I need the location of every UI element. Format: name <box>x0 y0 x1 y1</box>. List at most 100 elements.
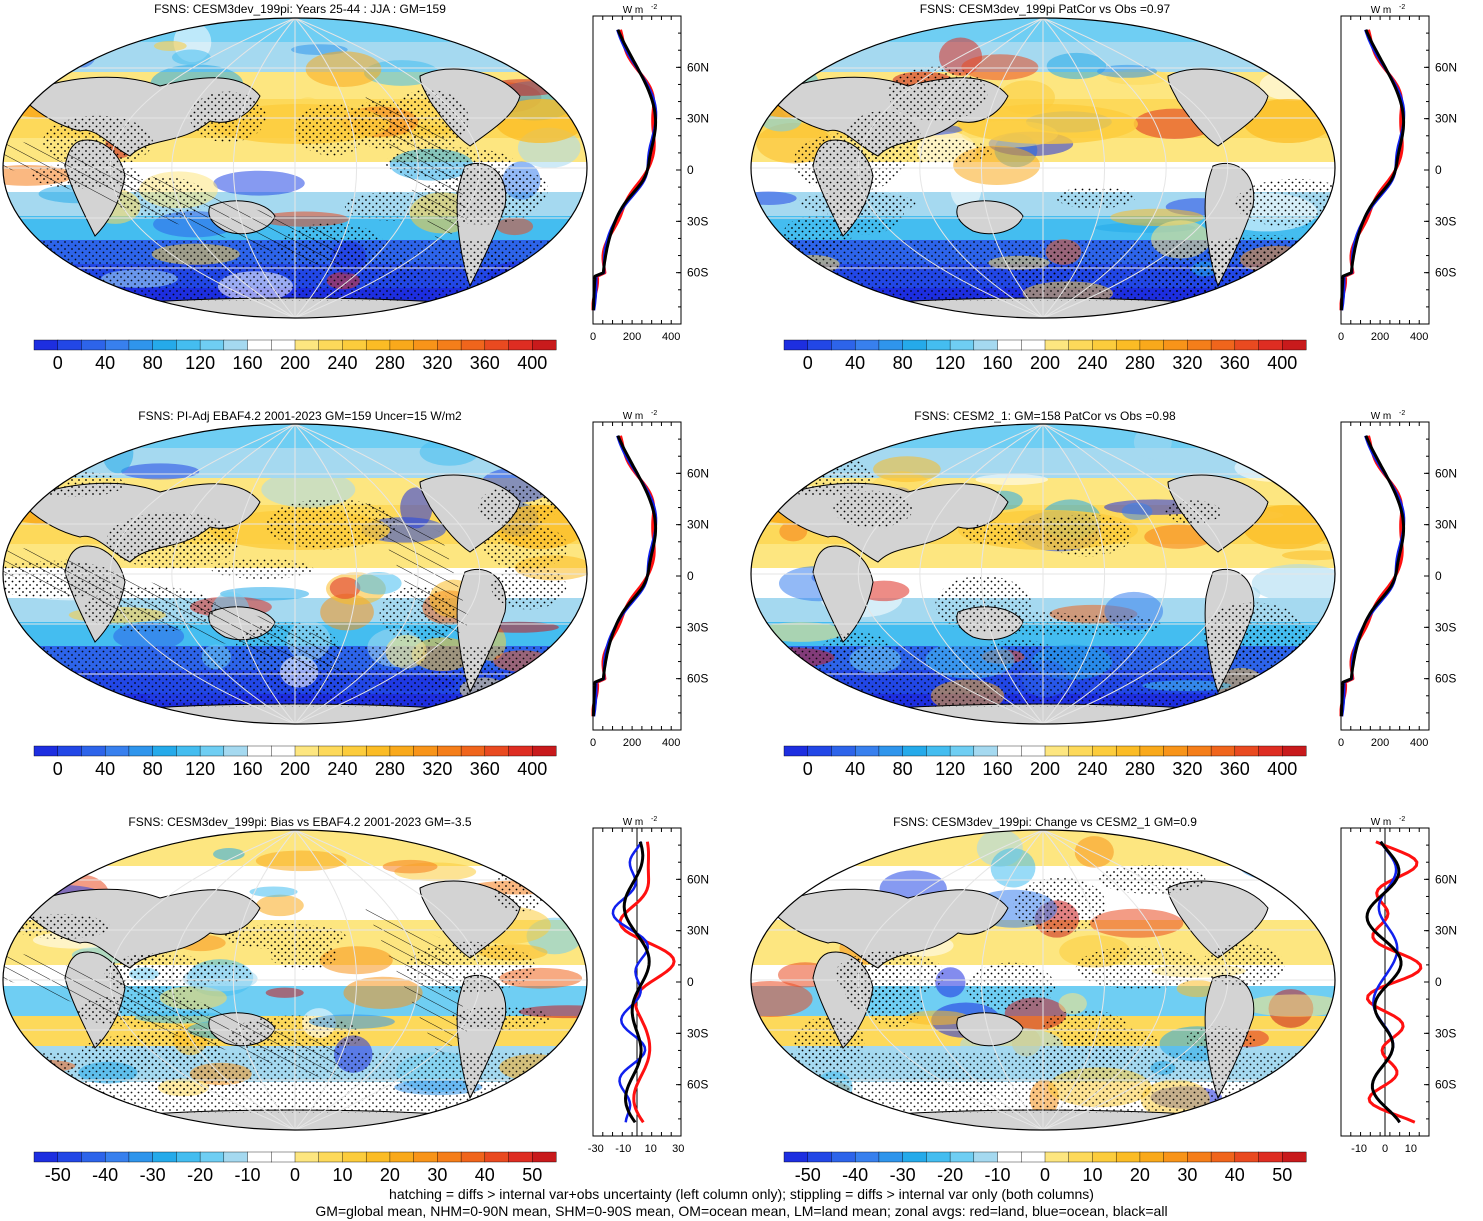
colorbar-swatch <box>1044 339 1070 351</box>
profile-lat-label: 60N <box>687 60 709 74</box>
colorbar-tick-label: -50 <box>795 1165 821 1185</box>
colorbar-tick-label: 120 <box>185 353 215 373</box>
graticule-line <box>233 18 296 318</box>
footer-line-1: hatching = diffs > internal var+obs unce… <box>389 1186 1094 1202</box>
colorbar-tick-label: 400 <box>1267 353 1297 373</box>
graticule-line <box>294 424 481 724</box>
colorbar-tick-label: 200 <box>1030 759 1060 779</box>
colorbar-swatch <box>199 745 225 757</box>
graticule-line <box>1042 830 1105 1130</box>
colorbar-swatch <box>926 339 951 351</box>
profile-x-tick-label: 200 <box>1371 737 1389 749</box>
profile-x-tick-label: 400 <box>662 737 680 749</box>
field-blob <box>3 35 75 72</box>
colorbar-swatch <box>437 1151 462 1163</box>
profile-x-tick-label: 400 <box>662 331 680 343</box>
colorbar-swatch <box>81 339 106 351</box>
colorbar-swatch <box>104 1151 130 1163</box>
profile-x-tick-label: 0 <box>590 331 596 343</box>
colorbar-swatch <box>294 745 320 757</box>
colorbar-swatch <box>342 1151 367 1163</box>
field-blob <box>261 471 356 508</box>
colorbar-swatch <box>33 745 59 757</box>
stippling <box>493 865 549 912</box>
zonal-profile-4: W m -2 0 200 400 60N 30N 0 30S 60S <box>1338 410 1457 749</box>
colorbar-swatch <box>783 745 809 757</box>
colorbar-swatch <box>1139 339 1165 351</box>
field-blob <box>1121 502 1153 520</box>
colorbar-swatch <box>57 339 82 351</box>
map-field <box>3 424 587 724</box>
colorbar-swatch <box>128 745 154 757</box>
colorbar-swatch <box>1234 339 1260 351</box>
profile-x-tick-label: 10 <box>645 1143 657 1155</box>
colorbar-tick-label: 320 <box>422 353 452 373</box>
field-blob <box>758 622 844 642</box>
colorbar-swatch <box>484 1151 510 1163</box>
field-blob <box>1089 908 1184 938</box>
profile-lat-label: 60N <box>1435 466 1457 480</box>
colorbar-swatch <box>1044 745 1070 757</box>
map-field <box>3 830 587 1130</box>
colorbar-tick-label: 360 <box>470 353 500 373</box>
colorbar-swatch <box>318 745 343 757</box>
colorbar-swatch <box>247 339 272 351</box>
map-outline <box>2 423 588 725</box>
colorbar-swatch <box>973 745 999 757</box>
colorbar-tick-label: 40 <box>845 353 865 373</box>
colorbar-tick-label: 40 <box>475 1165 495 1185</box>
colorbar-tick-label: 240 <box>327 353 357 373</box>
profile-lat-label: 60S <box>1435 266 1456 280</box>
colorbar-swatch <box>318 339 343 351</box>
colorbar-swatch <box>973 1151 999 1163</box>
colorbar-tick-label: 280 <box>375 759 405 779</box>
field-blob <box>1265 449 1335 460</box>
profile-x-tick-label: 0 <box>590 737 596 749</box>
colorbar-tick-label: -40 <box>842 1165 868 1185</box>
colorbar-swatch <box>807 1151 832 1163</box>
colorbar-tick-label: 280 <box>375 353 405 373</box>
profile-lat-label: 30S <box>1435 214 1456 228</box>
colorbar-swatch <box>1115 339 1141 351</box>
colorbar-swatch <box>831 745 856 757</box>
stippling <box>189 91 266 143</box>
colorbar-tick-label: 320 <box>1172 759 1202 779</box>
colorbar-swatch <box>104 339 130 351</box>
zonal-profile-6: W m -2 -10 0 10 60N 30N 0 30S 60S <box>1340 816 1457 1155</box>
zonal-profile-1: W m -2 0 200 400 60N 30N 0 30S 60S <box>590 4 709 343</box>
colorbar-tick-label: 40 <box>95 759 115 779</box>
land-mass <box>956 200 1024 235</box>
profile-frame <box>1340 421 1430 731</box>
colorbar-tick-label: 400 <box>517 759 547 779</box>
land-mass <box>1167 68 1269 147</box>
colorbar-swatch <box>1282 339 1307 351</box>
colorbar-swatch <box>807 745 832 757</box>
colorbar-tick-label: 50 <box>522 1165 542 1185</box>
colorbar-swatch <box>1092 745 1117 757</box>
field-blob <box>102 432 134 474</box>
colorbar-tick-label: 0 <box>290 1165 300 1185</box>
colorbar-swatch <box>437 745 462 757</box>
colorbar-swatch <box>997 745 1022 757</box>
colorbar-swatch <box>1187 339 1212 351</box>
colorbar-3: 0 40 80 120 160 200 240 280 320 360 400 <box>33 745 557 779</box>
graticule-line <box>294 18 419 318</box>
stippling <box>42 115 153 168</box>
zonal-all-line <box>1365 840 1403 1124</box>
profile-x-tick-label: 0 <box>1382 1143 1388 1155</box>
stippling <box>106 512 240 570</box>
field-blob <box>958 104 1138 144</box>
field-blob <box>265 987 304 998</box>
colorbar-tick-label: 80 <box>893 353 913 373</box>
field-blob <box>382 859 438 874</box>
colorbar-swatch <box>1115 1151 1141 1163</box>
zonal-all-line <box>622 841 651 1124</box>
zonal-profile-2: W m -2 0 200 400 60N 30N 0 30S 60S <box>1338 4 1457 343</box>
zonal-all-line <box>591 435 658 717</box>
profile-lat-label: 0 <box>1435 975 1442 989</box>
footer-notes: hatching = diffs > internal var+obs unce… <box>0 1186 1483 1220</box>
colorbar-swatch <box>128 1151 154 1163</box>
profile-unit-exponent: -2 <box>1399 816 1405 823</box>
field-blob <box>975 474 1049 485</box>
colorbar-swatch <box>1068 1151 1093 1163</box>
